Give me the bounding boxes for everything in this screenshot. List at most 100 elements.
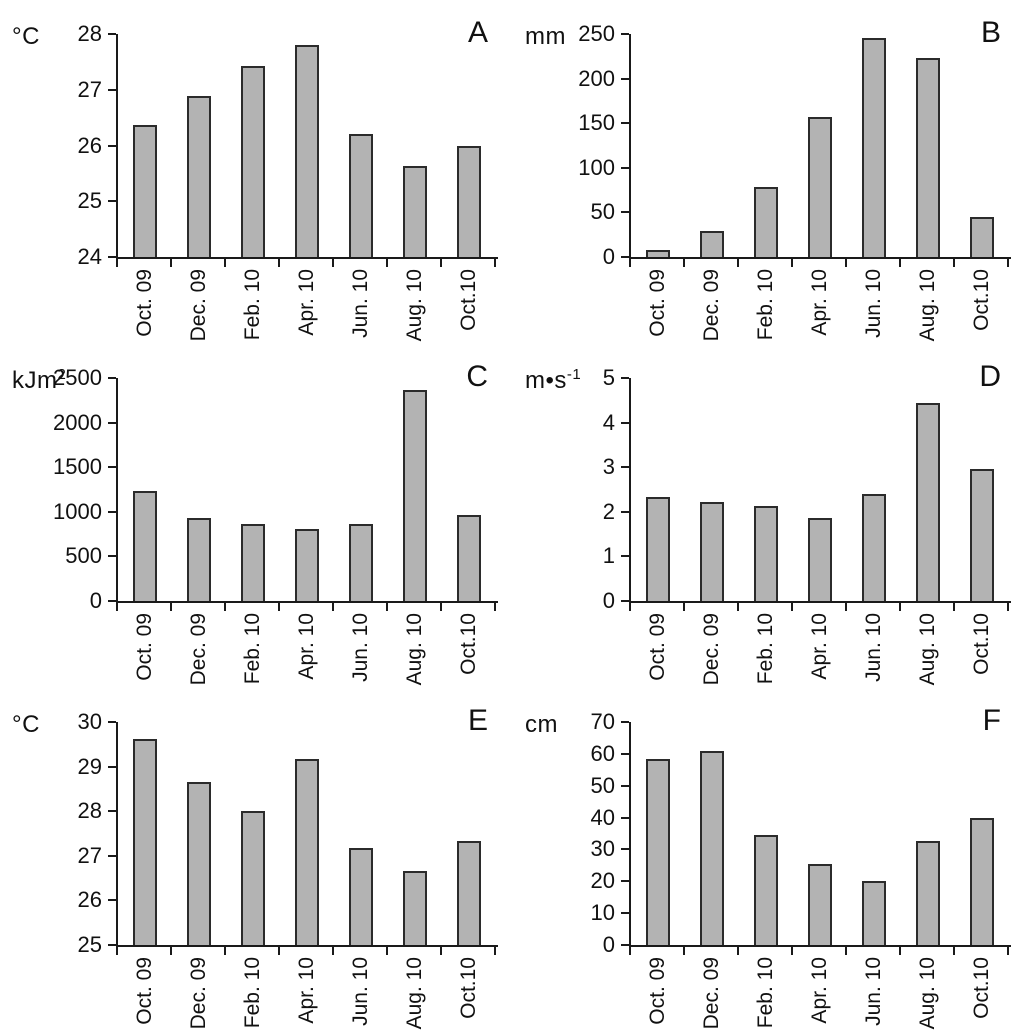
- x-tick: [737, 947, 739, 955]
- x-tick: [494, 603, 496, 611]
- bar: [187, 782, 211, 945]
- y-tick: [108, 944, 116, 946]
- x-tick: [440, 259, 442, 267]
- y-tick: [621, 77, 629, 80]
- unit-text: m•s: [525, 367, 567, 394]
- x-category-label: Oct. 09: [646, 957, 669, 1025]
- x-tick: [899, 259, 901, 267]
- panel-letter: C: [466, 360, 488, 393]
- bar: [862, 881, 886, 945]
- y-tick: [621, 848, 629, 851]
- x-tick: [224, 947, 226, 955]
- y-axis-line: [629, 378, 631, 603]
- y-tick: [108, 377, 116, 379]
- y-tick: [621, 912, 629, 915]
- x-category-label: Oct.10: [457, 957, 480, 1019]
- plot-area-a: 24 25 26 27 28 Oct. 09 Dec. 09 Feb. 10 Apr. 10 Ju…: [0, 0, 512, 344]
- x-category-label: Apr. 10: [808, 957, 831, 1024]
- bar: [349, 523, 373, 601]
- x-category-label: Oct.10: [970, 613, 993, 675]
- x-tick: [116, 947, 118, 955]
- x-tick: [1007, 259, 1009, 267]
- x-tick: [332, 603, 334, 611]
- y-tick: [621, 377, 629, 379]
- x-category-label: Jun. 10: [862, 957, 885, 1026]
- x-tick: [629, 947, 631, 955]
- y-tick-label: 10: [590, 900, 615, 926]
- x-category-label: Oct.10: [970, 269, 993, 331]
- y-tick: [108, 200, 116, 203]
- y-tick-label: 0: [602, 932, 615, 957]
- bar: [646, 758, 670, 945]
- bar: [754, 835, 778, 945]
- y-tick: [621, 33, 629, 35]
- bar: [970, 216, 994, 257]
- y-tick-label: 3: [602, 454, 615, 480]
- x-tick: [116, 259, 118, 267]
- y-tick: [621, 555, 629, 558]
- panel-d: m•s-1 D 0 1 2 3 4 5 Oct. 09 Dec. 09 Feb. 10 Apr. …: [513, 344, 1025, 688]
- x-tick: [116, 603, 118, 611]
- x-tick: [737, 603, 739, 611]
- x-category-label: Oct.10: [457, 613, 480, 675]
- y-tick: [621, 600, 629, 602]
- x-category-label: Feb. 10: [241, 269, 264, 341]
- x-tick: [791, 259, 793, 267]
- y-tick-label: 28: [77, 21, 102, 46]
- panel-letter: F: [982, 704, 1001, 737]
- panel-letter: B: [980, 16, 1001, 49]
- y-tick-label: 150: [578, 110, 615, 136]
- y-tick-label: 30: [590, 836, 615, 862]
- bar: [403, 390, 427, 601]
- y-tick: [108, 854, 116, 857]
- y-tick-label: 40: [590, 804, 615, 830]
- bar: [970, 468, 994, 601]
- bar: [808, 116, 832, 257]
- x-tick: [899, 603, 901, 611]
- y-tick: [621, 784, 629, 787]
- x-category-label: Jun. 10: [862, 269, 885, 338]
- x-tick: [683, 603, 685, 611]
- bar: [187, 96, 211, 257]
- x-category-label: Apr. 10: [295, 613, 318, 680]
- y-tick-label: 4: [602, 409, 615, 435]
- y-axis-unit-label: m•s-1: [525, 366, 581, 395]
- y-tick-label: 27: [77, 842, 102, 868]
- y-axis-line: [629, 34, 631, 259]
- y-axis-unit-label: kJm2: [12, 366, 66, 395]
- y-axis-line: [116, 378, 118, 603]
- x-tick: [683, 947, 685, 955]
- x-category-label: Oct. 09: [646, 269, 669, 337]
- y-tick-label: 20: [590, 868, 615, 894]
- x-tick: [845, 947, 847, 955]
- x-category-label: Feb. 10: [241, 613, 264, 685]
- x-tick: [845, 603, 847, 611]
- bar: [241, 66, 265, 257]
- x-tick: [170, 947, 172, 955]
- x-category-label: Apr. 10: [808, 269, 831, 336]
- y-tick: [621, 944, 629, 946]
- bar: [295, 45, 319, 257]
- panel-f: cm F 0 10 20 30 40 50 60 70 Oct. 09 Dec. 09 Feb. 1…: [513, 688, 1025, 1032]
- x-axis-line: [116, 257, 498, 259]
- x-tick: [332, 947, 334, 955]
- x-category-label: Dec. 09: [187, 613, 210, 686]
- y-tick: [621, 721, 629, 723]
- x-tick: [440, 947, 442, 955]
- x-category-label: Apr. 10: [295, 269, 318, 336]
- panel-b: mm B 0 50 100 150 200 250 Oct. 09 Dec. 09 Feb. 1…: [513, 0, 1025, 344]
- y-tick-label: 2000: [53, 409, 102, 435]
- y-tick: [108, 555, 116, 558]
- x-category-label: Oct. 09: [133, 957, 156, 1025]
- bar: [646, 497, 670, 601]
- y-tick: [621, 816, 629, 819]
- y-tick: [621, 122, 629, 125]
- x-tick: [953, 947, 955, 955]
- y-tick-label: 250: [578, 21, 615, 46]
- x-category-label: Jun. 10: [349, 957, 372, 1026]
- x-category-label: Dec. 09: [700, 613, 723, 686]
- y-tick: [108, 510, 116, 513]
- y-tick-label: 24: [77, 244, 102, 269]
- y-tick: [621, 510, 629, 513]
